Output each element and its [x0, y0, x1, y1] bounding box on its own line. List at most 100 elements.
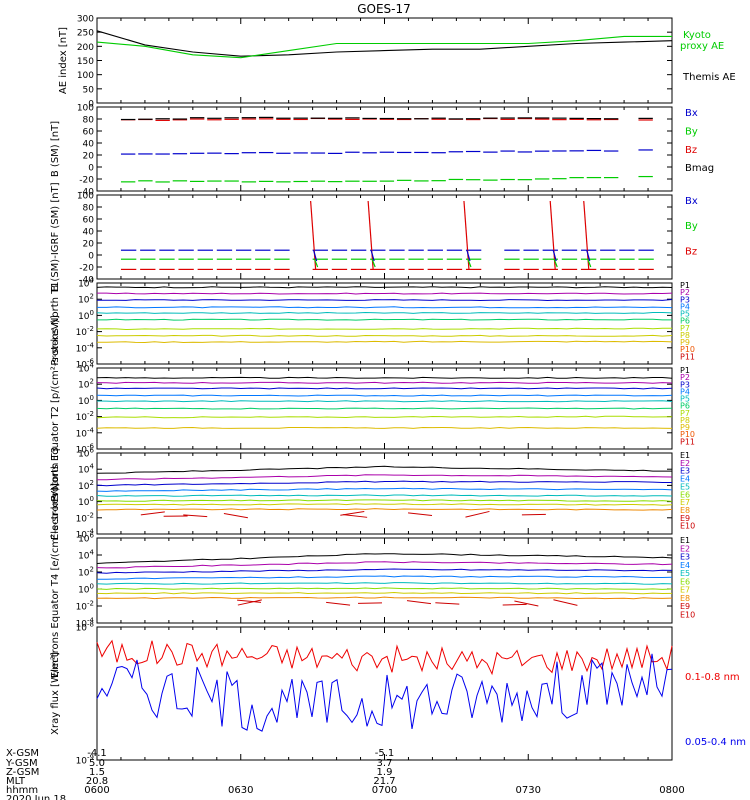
- y-tick-label: 20: [83, 240, 95, 250]
- legend-entry: P3: [680, 380, 690, 389]
- y-axis-label: Protons Equator T2 [p/(cm²-s-sr-keV)]: [50, 315, 61, 502]
- legend-entry: E3: [680, 467, 690, 476]
- panel-frame: [96, 626, 673, 761]
- y-tick-label: 10-6: [76, 358, 95, 371]
- y-tick-label: 102: [78, 293, 94, 306]
- spike: [313, 250, 318, 262]
- series-line: [96, 499, 673, 502]
- legend-entry: E10: [680, 610, 695, 619]
- y-tick-label: 40: [83, 140, 95, 150]
- y-tick-label: 106: [78, 447, 94, 460]
- ephemeris-value: 0600: [84, 785, 109, 796]
- panel-frame: [96, 17, 673, 104]
- series-line: [96, 334, 673, 337]
- y-tick-label: 10-6: [76, 443, 95, 456]
- y-tick-label: 106: [78, 532, 94, 545]
- series-segment: [237, 599, 262, 606]
- legend-entry: P7: [680, 409, 690, 418]
- y-axis-label: Electrons North T3: [50, 447, 61, 540]
- series-line: [96, 415, 673, 419]
- spike: [463, 200, 470, 270]
- series-line: [96, 387, 673, 390]
- legend-entry: E7: [680, 586, 690, 595]
- y-tick-label: 102: [78, 378, 94, 391]
- legend-entry: P10: [680, 430, 695, 439]
- y-tick-label: 102: [78, 566, 94, 579]
- legend-entry: P11: [680, 352, 695, 361]
- spike: [370, 250, 375, 262]
- series-line: [97, 340, 673, 344]
- series-line: [96, 35, 672, 59]
- y-tick-label: 20: [83, 152, 95, 162]
- series-line: [96, 465, 672, 474]
- legend-entry: P11: [680, 437, 695, 446]
- legend-entry: E4: [680, 561, 690, 570]
- panel-6: 106 104 102 100 10-2 10-4 Electrons North T3 E1…: [50, 447, 695, 541]
- legend-entry: E9: [680, 602, 690, 611]
- legend-entry: E4: [680, 475, 690, 484]
- legend-entry: P6: [680, 317, 690, 326]
- spike: [310, 200, 317, 270]
- y-tick-label: 10-4: [76, 341, 95, 354]
- series-line: [97, 292, 673, 295]
- y-tick-label: -20: [79, 264, 94, 274]
- ephemeris-value: -5.1: [375, 748, 395, 759]
- series-segment: [406, 600, 432, 605]
- series-line: [96, 426, 673, 429]
- ephemeris-row-label: Z-GSM: [6, 767, 39, 778]
- series-segment: [502, 603, 527, 606]
- y-tick-label: 10-9: [76, 754, 94, 767]
- y-tick-label: 10-4: [76, 617, 95, 630]
- y-tick-label: 80: [83, 116, 95, 126]
- series-segment: [183, 514, 208, 518]
- panel-7: 106 104 102 100 10-2 10-4 Electrons Equator T4…: [50, 483, 695, 678]
- panel-1: 300 250 200 150 100 50 0 AE index [nT] Kyotoprox…: [58, 15, 736, 110]
- series-line: [96, 327, 672, 331]
- ephemeris-value: 20.8: [86, 776, 108, 787]
- y-tick-label: 10-2: [76, 600, 94, 613]
- legend-entry: Bmag: [685, 163, 714, 174]
- series-segment: [237, 599, 262, 603]
- legend-entry: P8: [680, 416, 690, 425]
- legend-entry: P9: [680, 338, 690, 347]
- y-tick-label: 104: [78, 549, 94, 562]
- series-line: [96, 394, 673, 397]
- y-tick-label: -40: [79, 276, 94, 286]
- legend-entry: P4: [680, 387, 690, 396]
- y-tick-label: 60: [83, 216, 95, 226]
- legend-entry: P8: [680, 331, 690, 340]
- y-tick-label: 104: [78, 362, 94, 375]
- ephemeris-row-label: hhmm: [6, 785, 38, 796]
- panel-2: 100 80 60 40 20 0 -20 -40 B (SM) [nT] Bx By Bz Bmag: [50, 104, 714, 198]
- y-tick-label: 80: [83, 204, 95, 214]
- legend-entry: P5: [680, 310, 690, 319]
- spike: [552, 250, 557, 262]
- series-line: [96, 311, 673, 314]
- legend-entry: Kyoto: [683, 30, 711, 41]
- legend-entry: E3: [680, 553, 690, 562]
- legend-entry: P4: [680, 302, 690, 311]
- series-line: [96, 568, 673, 574]
- y-tick-label: -20: [79, 176, 94, 186]
- series-segment: [514, 600, 539, 607]
- spike: [549, 200, 556, 270]
- y-axis-label: Electrons Equator T4 [e/(cm²-s-sr-keV)]: [50, 483, 61, 678]
- spike: [466, 250, 471, 262]
- series-line: [96, 480, 672, 487]
- y-tick-label: 100: [77, 192, 94, 202]
- y-axis-label: Protons North T1: [50, 281, 61, 365]
- y-tick-label: 50: [83, 85, 95, 95]
- plot-title: GOES-17: [357, 2, 411, 16]
- y-tick-label: 10-2: [76, 511, 94, 524]
- y-tick-label: 10-4: [76, 426, 95, 439]
- legend-entry: E6: [680, 577, 690, 586]
- series-line: [96, 286, 673, 289]
- legend-entry: P7: [680, 324, 690, 333]
- ephemeris-value: 0730: [516, 785, 541, 796]
- y-axis-label: AE index [nT]: [58, 27, 69, 94]
- panel-frame: [96, 194, 673, 280]
- legend-entry: E5: [680, 569, 690, 578]
- y-tick-label: 40: [83, 228, 95, 238]
